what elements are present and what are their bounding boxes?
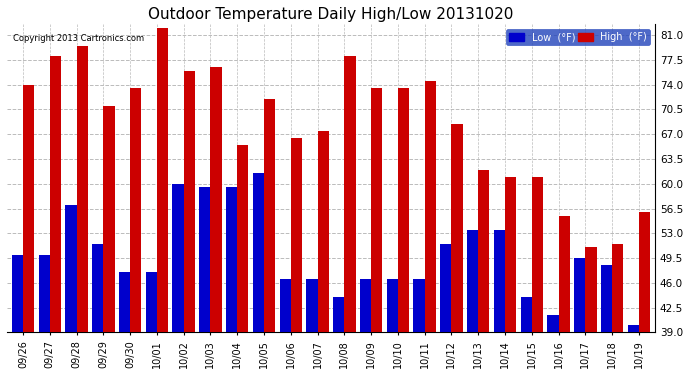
Bar (344, 56, 355, 332)
Bar (279, 279, 290, 332)
Bar (413, 279, 424, 332)
Bar (66, 205, 77, 332)
Bar (360, 279, 371, 332)
Bar (424, 81, 436, 332)
Bar (184, 70, 195, 332)
Bar (12, 255, 23, 332)
Bar (264, 99, 275, 332)
Bar (601, 265, 612, 332)
Bar (478, 170, 489, 332)
Bar (226, 187, 237, 332)
Bar (585, 248, 597, 332)
Bar (371, 88, 382, 332)
Bar (333, 297, 344, 332)
Bar (451, 124, 463, 332)
Bar (290, 138, 302, 332)
Bar (628, 326, 639, 332)
Bar (494, 230, 505, 332)
Bar (612, 244, 623, 332)
Bar (317, 130, 329, 332)
Bar (532, 177, 543, 332)
Bar (92, 244, 104, 332)
Bar (558, 216, 570, 332)
Bar (104, 106, 115, 332)
Bar (237, 145, 248, 332)
Bar (574, 258, 585, 332)
Bar (157, 28, 168, 332)
Bar (547, 315, 558, 332)
Bar (146, 272, 157, 332)
Bar (130, 88, 141, 332)
Bar (467, 230, 478, 332)
Text: Copyright 2013 Cartronics.com: Copyright 2013 Cartronics.com (13, 34, 144, 43)
Bar (253, 173, 264, 332)
Bar (520, 297, 532, 332)
Bar (639, 212, 650, 332)
Bar (199, 187, 210, 332)
Bar (50, 56, 61, 332)
Bar (39, 255, 50, 332)
Bar (398, 88, 409, 332)
Bar (505, 177, 516, 332)
Bar (386, 279, 398, 332)
Bar (440, 244, 451, 332)
Bar (23, 85, 34, 332)
Bar (119, 272, 130, 332)
Bar (172, 184, 184, 332)
Bar (77, 46, 88, 332)
Title: Outdoor Temperature Daily High/Low 20131020: Outdoor Temperature Daily High/Low 20131… (148, 7, 513, 22)
Bar (210, 67, 221, 332)
Legend: Low  (°F), High  (°F): Low (°F), High (°F) (506, 29, 650, 45)
Bar (306, 279, 317, 332)
